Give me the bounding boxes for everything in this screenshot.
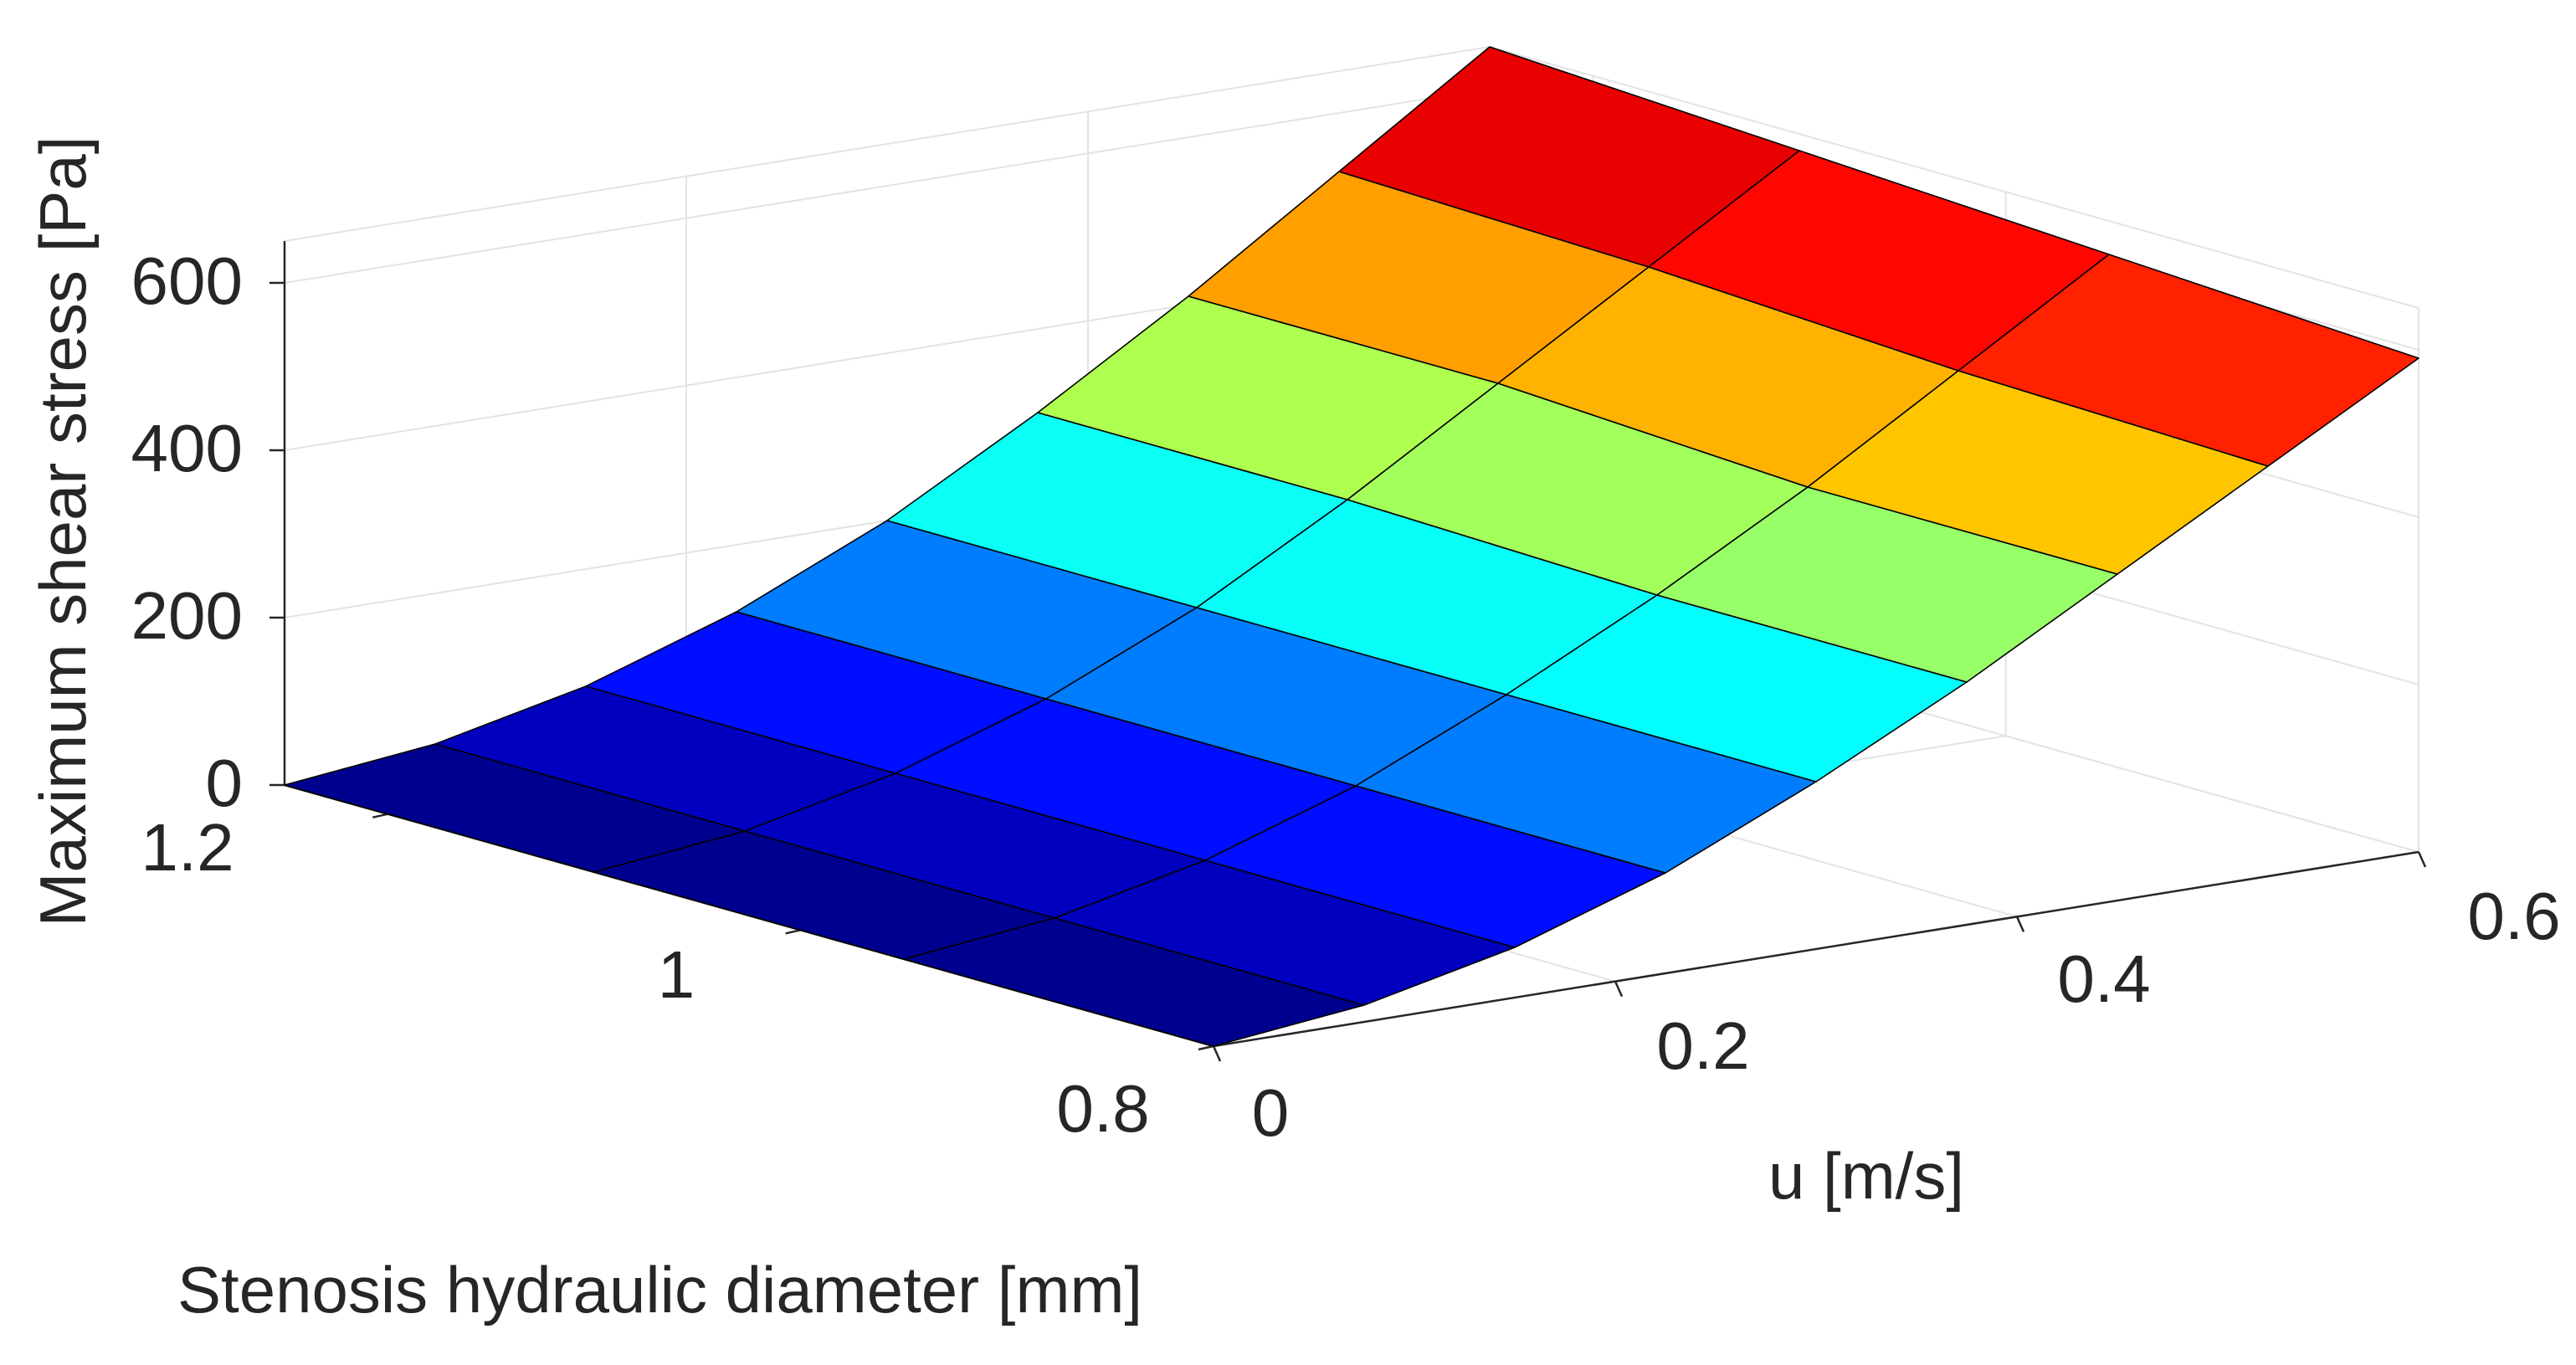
pane-edge: [1489, 46, 2419, 309]
z-tick-label: 200: [131, 578, 243, 653]
y-tick-labels: 0.8 1 1.2: [141, 810, 1149, 1146]
x-tick-mark: [1212, 1045, 1222, 1062]
x-tick-label: 0: [1252, 1075, 1290, 1150]
y-tick-label: 1: [658, 937, 695, 1012]
y-tick-label: 1.2: [141, 810, 233, 885]
y-tick-label: 0.8: [1056, 1071, 1149, 1146]
x-axis-line: [1213, 850, 2419, 1048]
x-tick-label: 0.6: [2467, 879, 2560, 953]
x-tick-mark: [1614, 981, 1624, 998]
z-tick-label: 0: [206, 746, 244, 820]
x-tick-mark: [2417, 851, 2427, 868]
x-tick-label: 0.4: [2057, 942, 2150, 1016]
z-tick-label: 400: [131, 411, 243, 485]
x-tick-labels: 0 0.2 0.4 0.6: [1252, 879, 2561, 1150]
back-wall-gridline: [284, 88, 1491, 284]
z-tick-label: 600: [131, 244, 243, 318]
z-axis-label: Maximum shear stress [Pa]: [26, 136, 100, 927]
pane-edge: [284, 46, 1491, 242]
y-tick-mark: [1198, 1044, 1214, 1051]
surface-layer: [284, 46, 2419, 1047]
y-tick-mark: [785, 929, 801, 935]
x-tick-label: 0.2: [1656, 1008, 1749, 1083]
y-tick-mark: [372, 813, 388, 818]
x-axis-label: u [m/s]: [1768, 1139, 1964, 1213]
surface-cell: [1958, 254, 2419, 467]
x-tick-mark: [2015, 916, 2025, 932]
z-tick-labels: 0 200 400 600: [131, 244, 243, 820]
y-axis-label: Stenosis hydraulic diameter [mm]: [177, 1253, 1142, 1327]
